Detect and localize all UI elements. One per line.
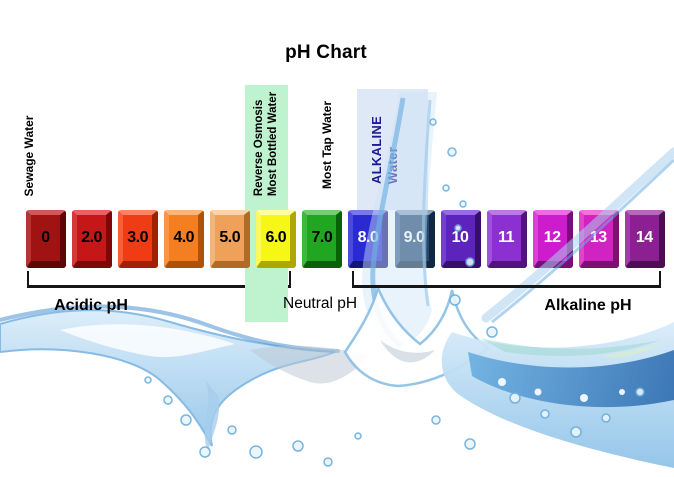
alkaline-water-label-line1: ALKALINE (369, 115, 384, 185)
alkaline-water-label-line2: Water (385, 146, 400, 185)
ph-block-value: 7.0 (311, 229, 333, 246)
ph-block-value: 8.0 (357, 229, 379, 246)
neutral-range-label: Neutral pH (283, 295, 358, 312)
ph-block-value: 11 (498, 229, 515, 246)
ph-block-2.0: 2.0 (72, 210, 113, 268)
ph-block-13: 13 (578, 210, 619, 268)
ph-block-4.0: 4.0 (164, 210, 205, 268)
reverse-osmosis-label-line1: Reverse Osmosis (253, 99, 265, 197)
ph-block-6.0: 6.0 (256, 210, 297, 268)
ph-block-7.0: 7.0 (302, 210, 343, 268)
reverse-osmosis-label-line2: Most Bottled Water (267, 91, 279, 197)
ph-block-value: 6.0 (265, 229, 287, 246)
ph-block-value: 0 (41, 229, 50, 246)
ph-block-value: 3.0 (127, 229, 148, 246)
ph-block-value: 4.0 (173, 229, 195, 246)
splash-crown (343, 284, 491, 388)
ph-block-value: 9.0 (403, 229, 425, 246)
ph-block-11: 11 (486, 210, 527, 268)
ph-block-14: 14 (624, 210, 665, 268)
ph-block-value: 5.0 (219, 229, 241, 246)
ph-block-8.0: 8.0 (348, 210, 389, 268)
ph-block-value: 14 (635, 229, 653, 246)
ph-block-value: 10 (451, 229, 469, 246)
splash-left-wave (0, 309, 336, 447)
tap-water-label: Most Tap Water (320, 100, 334, 190)
ph-block-12: 12 (532, 210, 573, 268)
ph-block-0: 0 (26, 210, 66, 268)
sewage-water-label: Sewage Water (22, 115, 36, 197)
ph-scale-row: 0 2.0 3.0 4.0 5.0 6.0 7.0 8.0 9.0 10 11 12 13 14 (26, 210, 665, 268)
reverse-osmosis-highlight-band (245, 85, 288, 322)
page-title: pH Chart (285, 42, 367, 63)
ph-block-5.0: 5.0 (210, 210, 251, 268)
ph-block-9.0: 9.0 (394, 210, 435, 268)
ph-block-value: 2.0 (81, 229, 102, 246)
alkaline-range-label: Alkaline pH (544, 297, 632, 314)
acidic-range-bracket (27, 271, 291, 288)
ph-block-3.0: 3.0 (118, 210, 159, 268)
ph-block-10: 10 (440, 210, 481, 268)
ph-block-value: 12 (543, 229, 561, 246)
alkaline-water-label: ALKALINE Water (369, 116, 401, 184)
splash-right-wave (441, 322, 674, 468)
acidic-range-label: Acidic pH (54, 297, 128, 314)
alkaline-range-bracket (352, 271, 661, 288)
ph-block-value: 13 (589, 229, 607, 246)
reverse-osmosis-label: Reverse Osmosis Most Bottled Water (252, 92, 280, 196)
